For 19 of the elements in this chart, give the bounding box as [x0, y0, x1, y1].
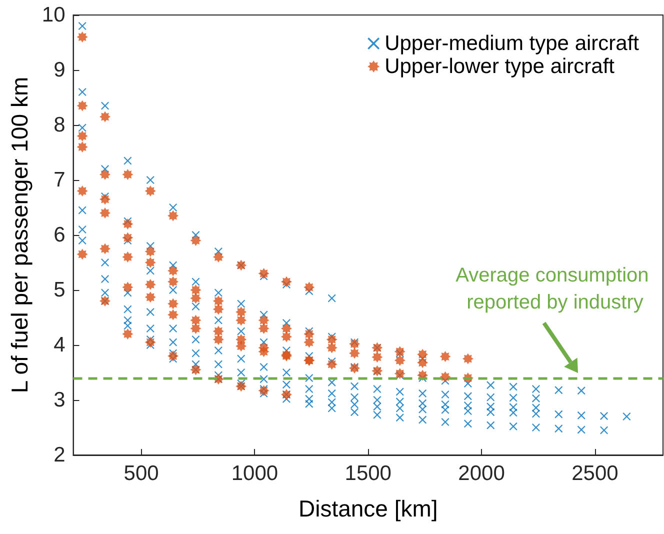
legend-label: Upper-lower type aircraft: [384, 55, 615, 78]
y-tick-label: 3: [54, 388, 66, 412]
legend-label: Upper-medium type aircraft: [384, 32, 640, 55]
y-tick-label: 10: [42, 4, 66, 26]
ref-line-label: Average consumption reported by industry: [456, 264, 654, 314]
x-tick-label: 2500: [572, 462, 618, 485]
y-tick-label: 8: [54, 114, 66, 136]
y-tick-label: 4: [54, 334, 66, 356]
x-tick-label: 1000: [231, 462, 278, 485]
y-tick-label: 6: [54, 224, 66, 246]
y-tick-label: 2: [54, 444, 66, 466]
y-tick-label: 5: [54, 278, 66, 302]
y-axis-title: L of fuel per passenger 100 km: [6, 76, 32, 394]
x-tick-label: 1500: [344, 462, 392, 485]
y-tick-label: 7: [54, 168, 66, 192]
y-tick-label: 9: [54, 58, 66, 82]
x-tick-label: 2000: [458, 462, 505, 485]
x-tick-label: 500: [124, 462, 159, 485]
x-axis-title: Distance [km]: [298, 496, 438, 522]
